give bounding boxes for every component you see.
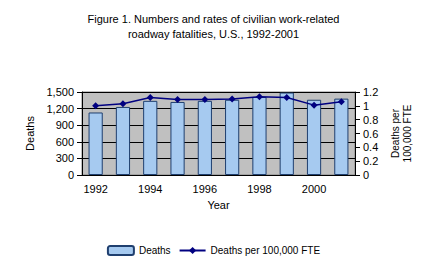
svg-text:0.2: 0.2 <box>363 155 378 167</box>
svg-text:Deaths: Deaths <box>24 116 36 151</box>
svg-text:1,200: 1,200 <box>46 103 74 115</box>
svg-text:600: 600 <box>56 136 74 148</box>
svg-text:Deaths per 100,000 FTE: Deaths per 100,000 FTE <box>211 245 321 256</box>
svg-text:1996: 1996 <box>193 183 217 195</box>
svg-text:0.6: 0.6 <box>363 128 378 140</box>
svg-text:0: 0 <box>68 169 74 181</box>
svg-text:Deaths: Deaths <box>139 245 171 256</box>
svg-text:0: 0 <box>363 169 369 181</box>
svg-text:2000: 2000 <box>302 183 326 195</box>
svg-text:Year: Year <box>207 199 230 211</box>
svg-text:900: 900 <box>56 119 74 131</box>
svg-text:100,000 FTE: 100,000 FTE <box>402 104 413 162</box>
svg-text:1.2: 1.2 <box>363 86 378 98</box>
svg-text:Figure 1. Numbers and rates of: Figure 1. Numbers and rates of civilian … <box>88 13 340 25</box>
svg-text:1: 1 <box>363 100 369 112</box>
svg-text:1992: 1992 <box>83 183 107 195</box>
svg-text:1,500: 1,500 <box>46 86 74 98</box>
svg-text:0.8: 0.8 <box>363 114 378 126</box>
svg-text:1998: 1998 <box>247 183 271 195</box>
svg-text:300: 300 <box>56 152 74 164</box>
svg-text:Deaths per: Deaths per <box>390 108 401 158</box>
svg-text:roadway fatalities, U.S., 1992: roadway fatalities, U.S., 1992-2001 <box>128 28 299 40</box>
svg-text:1994: 1994 <box>138 183 162 195</box>
svg-text:0.4: 0.4 <box>363 141 378 153</box>
